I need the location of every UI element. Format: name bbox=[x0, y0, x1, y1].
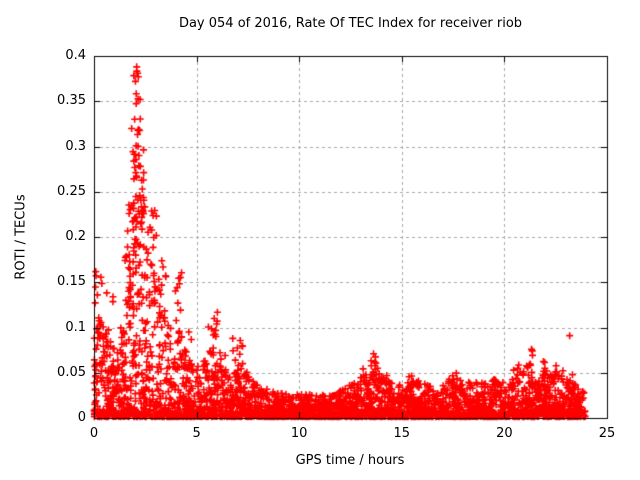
y-tick-label: 0.25 bbox=[57, 183, 86, 199]
x-tick-label: 15 bbox=[393, 426, 411, 441]
x-tick-label: 10 bbox=[290, 426, 308, 441]
y-tick-label: 0 bbox=[77, 410, 86, 425]
y-tick-label: 0.35 bbox=[57, 93, 86, 109]
y-tick-label: 0.2 bbox=[65, 229, 86, 244]
y-tick-label: 0.4 bbox=[65, 48, 86, 63]
y-tick-label: 0.1 bbox=[65, 319, 86, 335]
y-tick-label: 0.05 bbox=[57, 364, 86, 380]
y-tick-label: 0.15 bbox=[57, 274, 86, 290]
x-tick-label: 0 bbox=[89, 426, 99, 441]
x-tick-label: 25 bbox=[598, 426, 616, 441]
x-tick-label: 20 bbox=[496, 426, 513, 441]
x-tick-label: 5 bbox=[192, 426, 201, 441]
y-tick-label: 0.3 bbox=[65, 138, 86, 154]
